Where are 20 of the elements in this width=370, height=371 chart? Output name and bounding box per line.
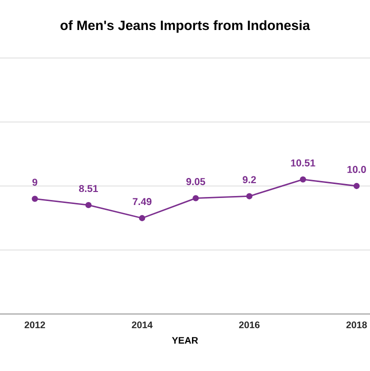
data-label: 10.51	[291, 159, 316, 166]
point	[246, 193, 252, 200]
x-tick-label: 2014	[132, 322, 153, 328]
x-tick-label: 2012	[24, 322, 46, 328]
data-label: 7.49	[132, 198, 152, 206]
point	[192, 195, 199, 202]
data-label: 9.2	[242, 176, 256, 184]
point	[85, 202, 92, 208]
point	[139, 215, 146, 222]
chart-title: of Men's Jeans Imports from Indonesia	[60, 20, 310, 33]
point	[354, 182, 360, 190]
x-tick-label: 2016	[239, 322, 260, 328]
point	[300, 176, 306, 183]
data-label: 8.51	[79, 184, 98, 192]
data-label: 9	[32, 178, 38, 186]
data-label: 10.0	[347, 166, 366, 173]
point	[32, 196, 38, 202]
x-axis-title: YEAR	[172, 337, 198, 344]
data-label: 9.05	[186, 178, 206, 186]
x-tick-label: 2018	[346, 322, 367, 328]
